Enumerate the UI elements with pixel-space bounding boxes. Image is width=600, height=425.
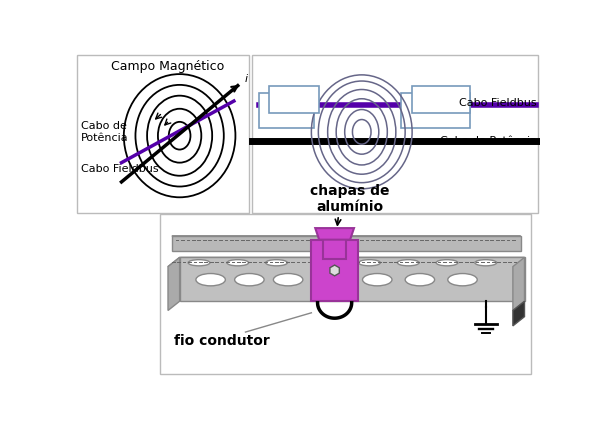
Ellipse shape <box>266 260 287 266</box>
Ellipse shape <box>196 274 226 286</box>
Ellipse shape <box>188 260 210 266</box>
Bar <box>160 214 531 374</box>
Ellipse shape <box>227 260 248 266</box>
Text: chapas de
alumínio: chapas de alumínio <box>310 184 390 214</box>
Text: Cabo Fieldbus: Cabo Fieldbus <box>459 98 537 108</box>
Polygon shape <box>513 301 524 326</box>
Bar <box>259 94 314 128</box>
Bar <box>252 55 538 212</box>
Polygon shape <box>172 236 521 251</box>
Bar <box>412 86 470 113</box>
Bar <box>401 94 470 128</box>
Text: Cabo de
Potência: Cabo de Potência <box>81 121 129 143</box>
Ellipse shape <box>475 260 497 266</box>
Text: Cabo Fieldbus: Cabo Fieldbus <box>81 164 159 174</box>
Bar <box>269 86 319 113</box>
Polygon shape <box>330 265 340 276</box>
Ellipse shape <box>448 274 477 286</box>
Ellipse shape <box>436 260 458 266</box>
Ellipse shape <box>397 260 419 266</box>
Bar <box>77 55 250 212</box>
Bar <box>311 240 358 301</box>
Text: Cabo de Potência: Cabo de Potência <box>440 136 537 146</box>
Polygon shape <box>172 236 521 244</box>
Text: Campo Magnético: Campo Magnético <box>112 60 224 73</box>
Ellipse shape <box>362 274 392 286</box>
Ellipse shape <box>359 260 380 266</box>
Ellipse shape <box>405 274 434 286</box>
Polygon shape <box>513 258 524 311</box>
Text: $i$: $i$ <box>244 72 249 84</box>
Polygon shape <box>179 258 524 301</box>
Polygon shape <box>315 228 354 240</box>
Text: fio condutor: fio condutor <box>175 334 270 348</box>
Ellipse shape <box>274 274 303 286</box>
Ellipse shape <box>235 274 264 286</box>
Polygon shape <box>168 258 524 266</box>
Polygon shape <box>168 258 179 311</box>
Bar <box>323 236 346 259</box>
